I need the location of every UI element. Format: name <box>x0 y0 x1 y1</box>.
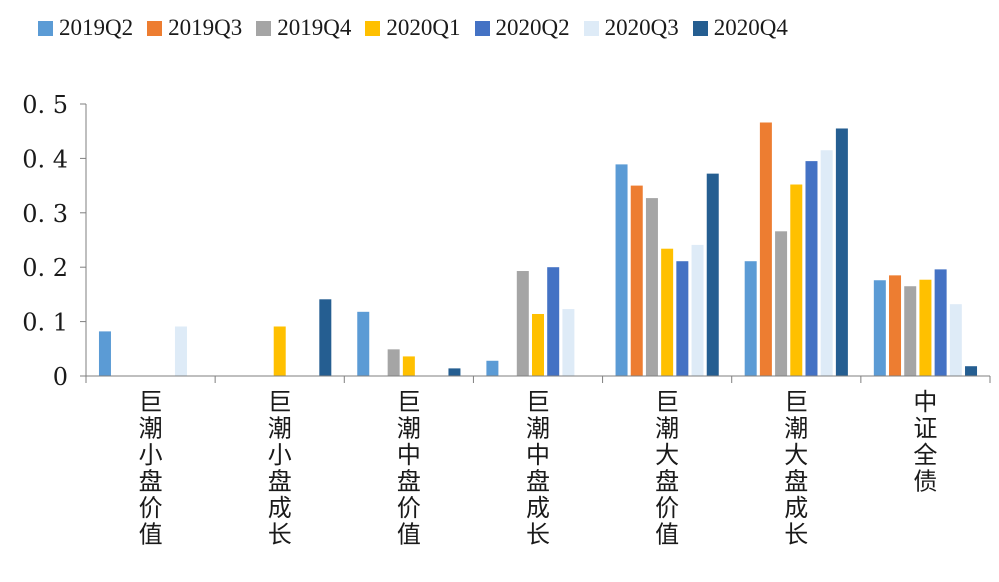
legend-swatch <box>474 20 490 36</box>
bar-2020q1 <box>919 279 932 376</box>
legend-swatch <box>256 20 272 36</box>
bar-2020q3 <box>949 304 962 376</box>
bar-2020q4 <box>448 368 461 376</box>
legend-label: 2019Q3 <box>168 15 243 40</box>
bar-2019q2 <box>873 280 886 376</box>
bar-2020q2 <box>805 161 818 376</box>
x-category-label: 巨潮大盘成长 <box>784 388 808 549</box>
bar-2020q1 <box>402 356 415 376</box>
x-category-label: 巨潮中盘价值 <box>397 388 421 549</box>
bar-2020q2 <box>676 261 689 376</box>
bar-2020q3 <box>691 244 704 376</box>
bar-2020q3 <box>562 309 575 376</box>
bar-2019q4 <box>645 198 658 376</box>
x-category-label: 巨潮中盘成长 <box>526 388 550 549</box>
legend-label: 2019Q2 <box>59 15 134 40</box>
legend-item: 2020Q2 <box>474 15 570 41</box>
bar-2020q4 <box>319 299 332 376</box>
legend-item: 2019Q3 <box>147 15 242 41</box>
bar-2019q4 <box>775 231 788 376</box>
y-tick-label: 0 <box>53 363 68 391</box>
legend-label: 2020Q4 <box>713 15 788 40</box>
legend-swatch <box>147 20 163 36</box>
chart-legend: 2019Q2 2019Q3 2019Q4 2020Q1 2020Q2 2020Q3 2020… <box>38 8 978 48</box>
y-tick-label: 0. 4 <box>22 145 68 173</box>
legend-item: 2019Q2 <box>38 15 133 41</box>
bar-2020q3 <box>174 326 187 376</box>
bar-2019q3 <box>630 185 643 376</box>
x-category-label: 巨潮小盘成长 <box>268 388 292 549</box>
legend-swatch <box>692 20 708 36</box>
legend-item: 2020Q3 <box>583 15 679 41</box>
legend-label: 2019Q4 <box>277 15 352 40</box>
bar-2020q1 <box>532 313 544 376</box>
bar-2019q4 <box>904 286 917 376</box>
bar-2020q4 <box>965 366 978 376</box>
legend-swatch <box>583 20 599 36</box>
legend-item: 2019Q4 <box>256 15 351 41</box>
bar-2019q2 <box>98 331 111 376</box>
y-tick-label: 0. 2 <box>22 254 68 282</box>
legend-item: 2020Q1 <box>365 15 461 41</box>
bar-2020q4 <box>835 128 848 376</box>
bar-2020q3 <box>820 150 833 376</box>
bar-2020q2 <box>934 269 947 376</box>
bar-2019q2 <box>744 261 757 376</box>
legend-label: 2020Q3 <box>604 15 679 40</box>
bar-2020q1 <box>273 326 286 376</box>
legend-label: 2020Q1 <box>386 15 461 40</box>
bar-2019q4 <box>387 349 400 376</box>
bar-2020q2 <box>547 267 560 376</box>
legend-swatch <box>365 20 381 36</box>
y-tick-label: 0. 3 <box>22 200 68 228</box>
bar-2020q1 <box>790 184 803 376</box>
bar-2019q3 <box>759 122 772 376</box>
bar-2019q2 <box>486 360 499 376</box>
legend-swatch <box>38 20 53 36</box>
bar-2019q2 <box>357 311 370 376</box>
x-category-label: 巨潮大盘价值 <box>655 388 679 549</box>
x-category-label: 巨潮小盘价值 <box>139 388 163 549</box>
bar-2020q4 <box>706 173 719 376</box>
bar-2019q3 <box>889 275 902 376</box>
bar-2020q1 <box>661 248 674 376</box>
legend-label: 2020Q2 <box>495 15 570 40</box>
legend-item: 2020Q4 <box>692 15 788 41</box>
bar-2019q2 <box>615 164 628 376</box>
x-category-label: 中证全债 <box>913 388 937 496</box>
y-tick-label: 0. 5 <box>22 91 68 119</box>
y-tick-label: 0. 1 <box>22 309 68 337</box>
bar-2019q4 <box>516 271 529 376</box>
